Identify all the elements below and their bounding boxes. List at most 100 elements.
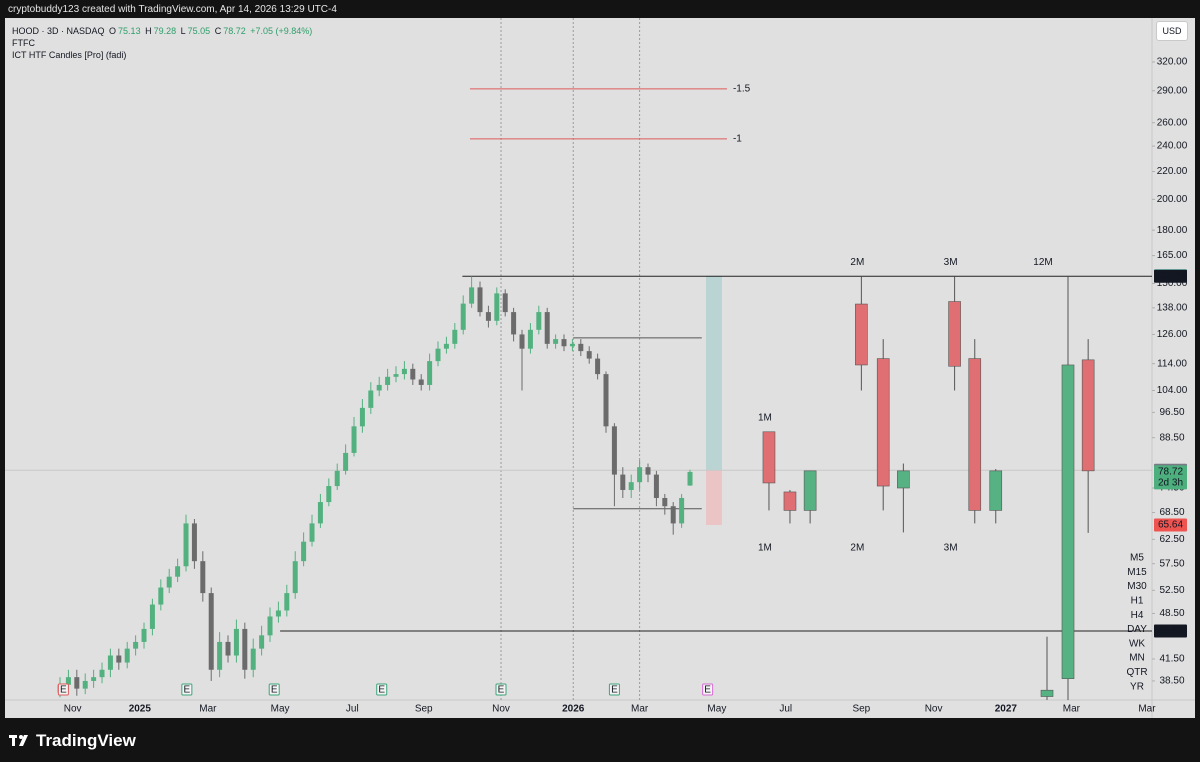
htf-label: 3M — [944, 257, 958, 268]
candle-body — [233, 628, 239, 656]
y-tick-label: 114.00 — [1157, 358, 1187, 369]
candle-body — [628, 482, 634, 490]
timeframe-label: YR — [1130, 681, 1144, 692]
x-tick-label: May — [707, 704, 726, 715]
candle-body — [620, 474, 626, 490]
candle-body — [275, 610, 281, 617]
event-marker — [268, 683, 280, 696]
candle-body — [208, 593, 214, 670]
htf-body — [1040, 689, 1054, 697]
htf-label: 2M — [850, 257, 864, 268]
y-tick-label: 126.00 — [1157, 329, 1188, 340]
ohlc-letter: C — [214, 26, 222, 36]
symbol: HOOD · 3D · NASDAQ — [12, 26, 105, 36]
candle-body — [511, 312, 517, 335]
candle-body — [183, 523, 189, 567]
ohlc-letter: H — [145, 26, 152, 36]
candle-body — [653, 474, 659, 498]
x-tick-label: 2025 — [129, 704, 152, 715]
level-label: -1.5 — [733, 84, 751, 95]
candle-body — [284, 593, 290, 611]
candle-body — [435, 348, 441, 362]
candle-body — [376, 384, 382, 391]
logo — [9, 735, 28, 746]
candle-body — [326, 486, 332, 503]
event-label: E — [704, 685, 711, 696]
candle-body — [175, 566, 181, 577]
candle-body — [225, 641, 231, 656]
htf-body — [783, 491, 797, 511]
candle-body — [687, 471, 693, 486]
x-tick-label: Sep — [415, 704, 433, 715]
plot-area: -1.5 -1 1M 1M 2M 2M 3M 3M 12M E E E E E E E — [5, 18, 1152, 700]
ohlc-letter: L — [180, 26, 186, 36]
candle-body — [645, 467, 651, 475]
price-countdown: 2d 3h — [1158, 478, 1183, 489]
zone — [705, 470, 722, 526]
y-tick-label: 88.50 — [1159, 432, 1184, 443]
timeframe-label: MN — [1129, 653, 1145, 664]
price-label: 153.74 — [1155, 271, 1186, 282]
y-tick-label: 138.00 — [1157, 302, 1188, 313]
timeframe-label: QTR — [1126, 667, 1147, 678]
htf-body — [1081, 359, 1095, 472]
candle-body — [99, 669, 105, 678]
candle-body — [259, 635, 265, 649]
y-tick-label: 104.00 — [1157, 385, 1188, 396]
candle-body — [200, 561, 206, 594]
ohlc-value: 79.28 — [153, 26, 177, 36]
candle-body — [401, 368, 407, 375]
ohlc-value: 75.05 — [187, 26, 211, 36]
y-tick-label: 220.00 — [1157, 166, 1188, 177]
event-label: E — [60, 685, 67, 696]
candle-body — [502, 293, 508, 313]
htf-body — [762, 431, 776, 484]
price-label-box — [1154, 624, 1187, 638]
y-tick-label: 38.50 — [1159, 676, 1184, 687]
htf-body — [948, 301, 961, 367]
candle-body — [418, 379, 424, 385]
ohlc-value: 78.72 — [223, 26, 246, 36]
y-tick-label: 290.00 — [1157, 85, 1188, 96]
x-tick-label: Nov — [64, 704, 82, 715]
candle-body — [351, 426, 357, 453]
candle-body — [527, 329, 533, 349]
indicator[interactable]: ICT HTF Candles [Pro] (fadi) — [12, 50, 127, 60]
candle-body — [586, 351, 592, 359]
y-tick-label: 48.50 — [1159, 608, 1184, 619]
candle-body — [107, 655, 113, 670]
price-label: 45.67 — [1158, 626, 1183, 637]
indicator[interactable]: FTFC — [12, 38, 35, 48]
candle-body — [191, 523, 197, 562]
event-marker — [608, 683, 620, 696]
brand: TradingView — [36, 731, 136, 750]
candle-body — [477, 287, 483, 313]
htf-body — [989, 470, 1003, 511]
x-tick-label: Jul — [346, 704, 359, 715]
x-tick-label: Mar — [1138, 704, 1156, 715]
x-tick-label: Nov — [925, 704, 943, 715]
event-marker — [57, 683, 69, 696]
candle-body — [561, 339, 567, 347]
currency-button[interactable]: USD — [1156, 21, 1188, 41]
y-tick-label: 57.50 — [1159, 558, 1184, 569]
y-tick-label: 41.50 — [1159, 654, 1184, 665]
candle-body — [301, 541, 307, 562]
htf-body — [855, 303, 868, 366]
event-marker — [181, 683, 193, 696]
y-tick-label: 52.50 — [1159, 585, 1184, 596]
symbol-line: HOOD · 3D · NASDAQ O 75.13 H 79.28 L 75.05 … — [12, 26, 314, 36]
candle-body — [469, 287, 475, 304]
axes: 38.5041.5048.5052.5057.5062.5068.5074.50… — [64, 57, 1188, 715]
candle-body — [74, 677, 80, 689]
candle-body — [452, 329, 458, 344]
ohlc-value: 75.13 — [118, 26, 141, 36]
candle-body — [343, 452, 349, 471]
candle-body — [133, 641, 139, 649]
y-tick-label: 62.50 — [1159, 534, 1184, 545]
candle-body — [158, 587, 164, 605]
candle-body — [116, 655, 122, 663]
price-label-box — [1154, 269, 1187, 283]
htf-label: 2M — [850, 543, 864, 554]
price-label: 78.72 — [1158, 467, 1183, 478]
